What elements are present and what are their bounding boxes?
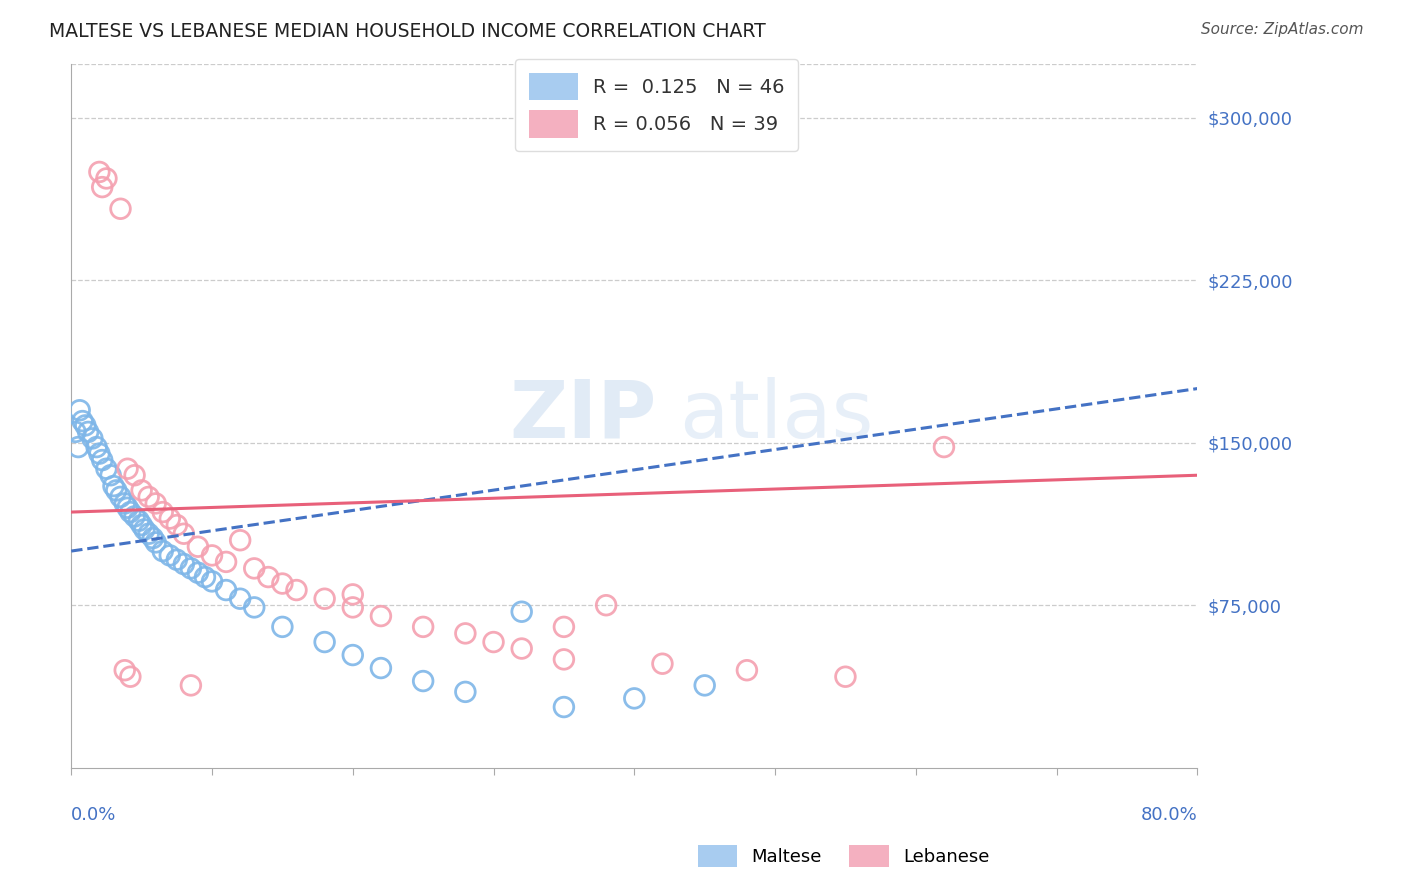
Point (67, 440, 90, 454)
Point (159, 549, 181, 563)
Point (243, 561, 266, 575)
Point (89, 446, 111, 460)
Point (342, 600, 364, 615)
Point (96, 171, 118, 186)
Point (152, 505, 174, 519)
Point (454, 626, 477, 640)
Point (173, 557, 195, 571)
Point (138, 490, 160, 504)
Point (180, 561, 202, 575)
Point (735, 663, 758, 677)
Point (510, 605, 533, 619)
Point (96, 461, 118, 475)
Point (138, 526, 160, 541)
Point (271, 620, 294, 634)
Point (166, 552, 188, 566)
Point (72, 414, 94, 428)
Point (159, 511, 181, 525)
Point (187, 540, 209, 554)
Point (166, 518, 188, 533)
Point (201, 549, 224, 563)
Point (86, 440, 108, 454)
Point (229, 591, 252, 606)
Text: atlas: atlas (679, 376, 873, 455)
Point (145, 496, 167, 510)
Point (623, 691, 645, 706)
Point (124, 468, 146, 483)
Point (152, 544, 174, 558)
Point (314, 591, 336, 606)
Point (117, 461, 139, 475)
Point (412, 620, 434, 634)
Legend: Maltese, Lebanese: Maltese, Lebanese (690, 838, 997, 874)
Point (370, 661, 392, 675)
Point (114, 663, 136, 677)
Point (482, 635, 505, 649)
Point (553, 652, 575, 666)
Point (131, 483, 153, 498)
Point (834, 670, 856, 684)
Legend: R =  0.125   N = 46, R = 0.056   N = 39: R = 0.125 N = 46, R = 0.056 N = 39 (516, 59, 799, 152)
Point (91, 453, 114, 467)
Point (142, 531, 165, 545)
Point (65, 425, 87, 439)
Text: Source: ZipAtlas.com: Source: ZipAtlas.com (1201, 22, 1364, 37)
Point (201, 574, 224, 589)
Point (120, 670, 142, 684)
Point (285, 582, 308, 597)
Point (342, 648, 364, 662)
Point (194, 570, 217, 584)
Point (342, 587, 364, 601)
Point (243, 600, 266, 615)
Point (103, 479, 125, 493)
Point (257, 570, 280, 584)
Point (114, 496, 136, 510)
Point (229, 533, 252, 548)
Point (89, 165, 111, 179)
Point (651, 657, 673, 671)
Point (134, 522, 156, 536)
Text: ZIP: ZIP (509, 376, 657, 455)
Point (120, 505, 142, 519)
Point (91, 180, 114, 194)
Point (553, 700, 575, 714)
Point (77, 425, 100, 439)
Point (187, 566, 209, 580)
Point (110, 490, 132, 504)
Point (117, 500, 139, 515)
Point (100, 468, 122, 483)
Text: MALTESE VS LEBANESE MEDIAN HOUSEHOLD INCOME CORRELATION CHART: MALTESE VS LEBANESE MEDIAN HOUSEHOLD INC… (49, 22, 766, 41)
Point (595, 598, 617, 612)
Point (932, 440, 955, 454)
Point (215, 555, 238, 569)
Point (105, 483, 128, 498)
Point (131, 518, 153, 533)
Point (173, 526, 195, 541)
Point (145, 535, 167, 549)
Point (110, 202, 132, 216)
Point (124, 509, 146, 524)
Point (693, 678, 716, 692)
Point (215, 582, 238, 597)
Point (412, 674, 434, 689)
Point (180, 678, 202, 692)
Point (82, 431, 104, 445)
Point (510, 641, 533, 656)
Point (370, 609, 392, 624)
Point (69, 403, 91, 417)
Point (128, 514, 150, 528)
Text: 0.0%: 0.0% (72, 806, 117, 824)
Point (75, 418, 97, 433)
Point (553, 620, 575, 634)
Text: 80.0%: 80.0% (1140, 806, 1198, 824)
Point (454, 685, 477, 699)
Point (271, 576, 294, 591)
Point (314, 635, 336, 649)
